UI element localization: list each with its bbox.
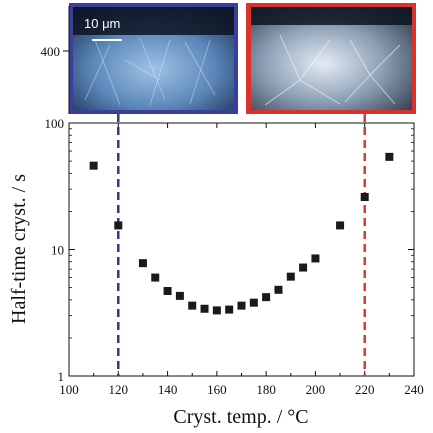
x-tick-label: 160 xyxy=(207,382,227,397)
x-tick-label: 140 xyxy=(158,382,178,397)
scale-bar-label: 10 μm xyxy=(84,16,120,31)
y-tick-label: 1 xyxy=(58,369,65,384)
data-point xyxy=(360,193,369,202)
data-points xyxy=(89,152,394,315)
data-point xyxy=(114,221,123,230)
reference-lines xyxy=(117,114,366,376)
data-point xyxy=(299,263,308,272)
x-tick-label: 180 xyxy=(256,382,276,397)
inset-micrograph-right xyxy=(246,3,416,114)
axis-ticks: 100 120 140 160 180 200 220 240 1 10 100 xyxy=(45,116,424,397)
inset-micrograph-left xyxy=(69,3,238,114)
data-point xyxy=(225,305,234,314)
data-point xyxy=(163,286,172,295)
data-point xyxy=(212,306,221,315)
x-tick-label: 240 xyxy=(404,382,424,397)
data-point xyxy=(188,301,197,310)
data-point xyxy=(138,259,147,268)
y-axis-title: Half-time cryst. / s xyxy=(8,174,30,324)
x-tick-label: 220 xyxy=(355,382,375,397)
x-tick-label: 120 xyxy=(109,382,129,397)
y-tick-label: 10 xyxy=(51,243,64,258)
data-point xyxy=(237,301,246,310)
plot-frame xyxy=(68,122,415,377)
data-point xyxy=(336,221,345,230)
data-point xyxy=(385,152,394,161)
data-point xyxy=(286,272,295,281)
data-point xyxy=(249,298,258,307)
data-point xyxy=(311,254,320,263)
data-point xyxy=(151,273,160,282)
data-point xyxy=(89,161,98,170)
x-axis-title: Cryst. temp. / °C xyxy=(173,406,308,428)
data-point xyxy=(262,293,271,302)
scale-bar: 10 μm xyxy=(84,16,122,41)
top-axis-tick-label: 400 xyxy=(41,44,61,59)
x-tick-label: 200 xyxy=(306,382,326,397)
data-point xyxy=(274,285,283,294)
data-point xyxy=(200,304,209,313)
x-tick-label: 100 xyxy=(59,382,79,397)
data-point xyxy=(175,291,184,300)
y-tick-label: 100 xyxy=(45,116,65,131)
